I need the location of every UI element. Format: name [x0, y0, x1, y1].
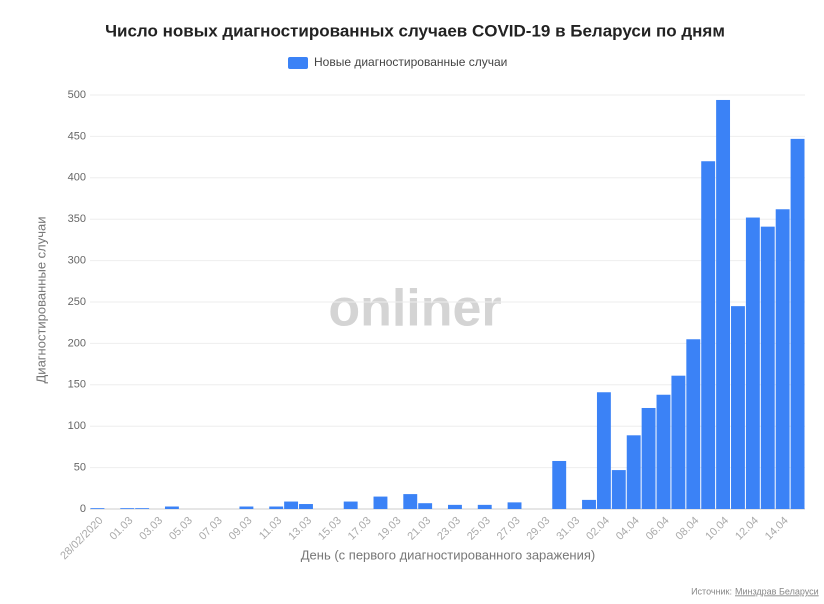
bar: [701, 161, 716, 510]
bar: [582, 499, 596, 509]
y-tick-label: 300: [68, 255, 86, 267]
bar: [135, 508, 150, 509]
x-tick-label: 29.03: [525, 515, 553, 543]
x-tick-label: 21.03: [405, 515, 433, 543]
y-tick-label: 350: [68, 213, 86, 225]
source-label: Источник:: [691, 586, 732, 596]
bar: [745, 217, 760, 509]
x-tick-label: 14.04: [763, 515, 791, 543]
y-axis-title: Диагностированные случаи: [33, 216, 48, 383]
x-tick-label: 04.04: [614, 515, 642, 543]
bar: [790, 138, 805, 509]
bar: [641, 407, 656, 509]
x-tick-label: 08.04: [674, 515, 702, 543]
bar: [731, 306, 745, 509]
bar: [760, 226, 775, 510]
bar: [299, 504, 313, 509]
bar: [418, 503, 433, 509]
x-tick-label: 19.03: [376, 515, 404, 543]
bar: [403, 494, 418, 509]
x-axis-title: День (с первого диагностированного зараж…: [301, 547, 596, 562]
bar: [686, 339, 701, 509]
y-tick-label: 400: [68, 172, 86, 184]
x-tick-label: 02.04: [584, 515, 612, 543]
bar: [552, 460, 567, 509]
bar: [343, 501, 358, 509]
x-tick-label: 10.04: [703, 515, 731, 543]
y-tick-label: 100: [68, 420, 86, 432]
bar: [284, 501, 299, 509]
y-tick-label: 500: [68, 89, 86, 101]
y-tick-label: 150: [68, 379, 86, 391]
legend-label: Новые диагностированные случаи: [314, 55, 507, 69]
x-tick-label: 11.03: [257, 515, 284, 542]
bar: [775, 209, 790, 509]
bar: [611, 470, 626, 509]
x-tick-label: 25.03: [465, 515, 493, 543]
bar: [656, 394, 671, 509]
y-tick-label: 450: [68, 130, 86, 142]
y-tick-label: 50: [74, 462, 86, 474]
x-tick-label: 01.03: [107, 515, 135, 543]
chart-title: Число новых диагностированных случаев CO…: [105, 21, 725, 40]
bar: [671, 375, 686, 509]
x-tick-label: 06.04: [644, 515, 672, 543]
bar: [164, 506, 179, 509]
bar: [120, 508, 135, 509]
bar: [373, 496, 388, 509]
y-tick-label: 0: [80, 503, 86, 515]
y-tick-label: 250: [68, 296, 86, 308]
bar: [626, 435, 641, 509]
source-link[interactable]: Минздрав Беларуси: [735, 586, 819, 596]
bar: [269, 506, 284, 509]
bar: [239, 506, 254, 509]
x-tick-label: 09.03: [227, 515, 255, 543]
x-tick-label: 12.04: [733, 515, 761, 543]
x-tick-label: 28/02/2020: [58, 515, 105, 562]
y-tick-label: 200: [68, 337, 86, 349]
watermark: onliner: [328, 280, 501, 338]
x-tick-label: 17.03: [346, 515, 374, 543]
bar: [507, 502, 522, 509]
x-tick-label: 15.03: [316, 515, 344, 543]
x-tick-label: 07.03: [197, 515, 225, 543]
bar: [477, 504, 492, 509]
x-tick-label: 03.03: [137, 515, 165, 543]
bar: [90, 508, 105, 509]
x-tick-label: 05.03: [167, 515, 195, 543]
legend-swatch: [288, 57, 308, 69]
x-tick-label: 31.03: [554, 515, 582, 543]
x-tick-label: 13.03: [286, 515, 314, 543]
bar: [448, 504, 462, 509]
bar: [596, 392, 611, 509]
bar: [716, 99, 731, 509]
x-tick-label: 23.03: [435, 515, 463, 543]
x-tick-label: 27.03: [495, 515, 523, 543]
